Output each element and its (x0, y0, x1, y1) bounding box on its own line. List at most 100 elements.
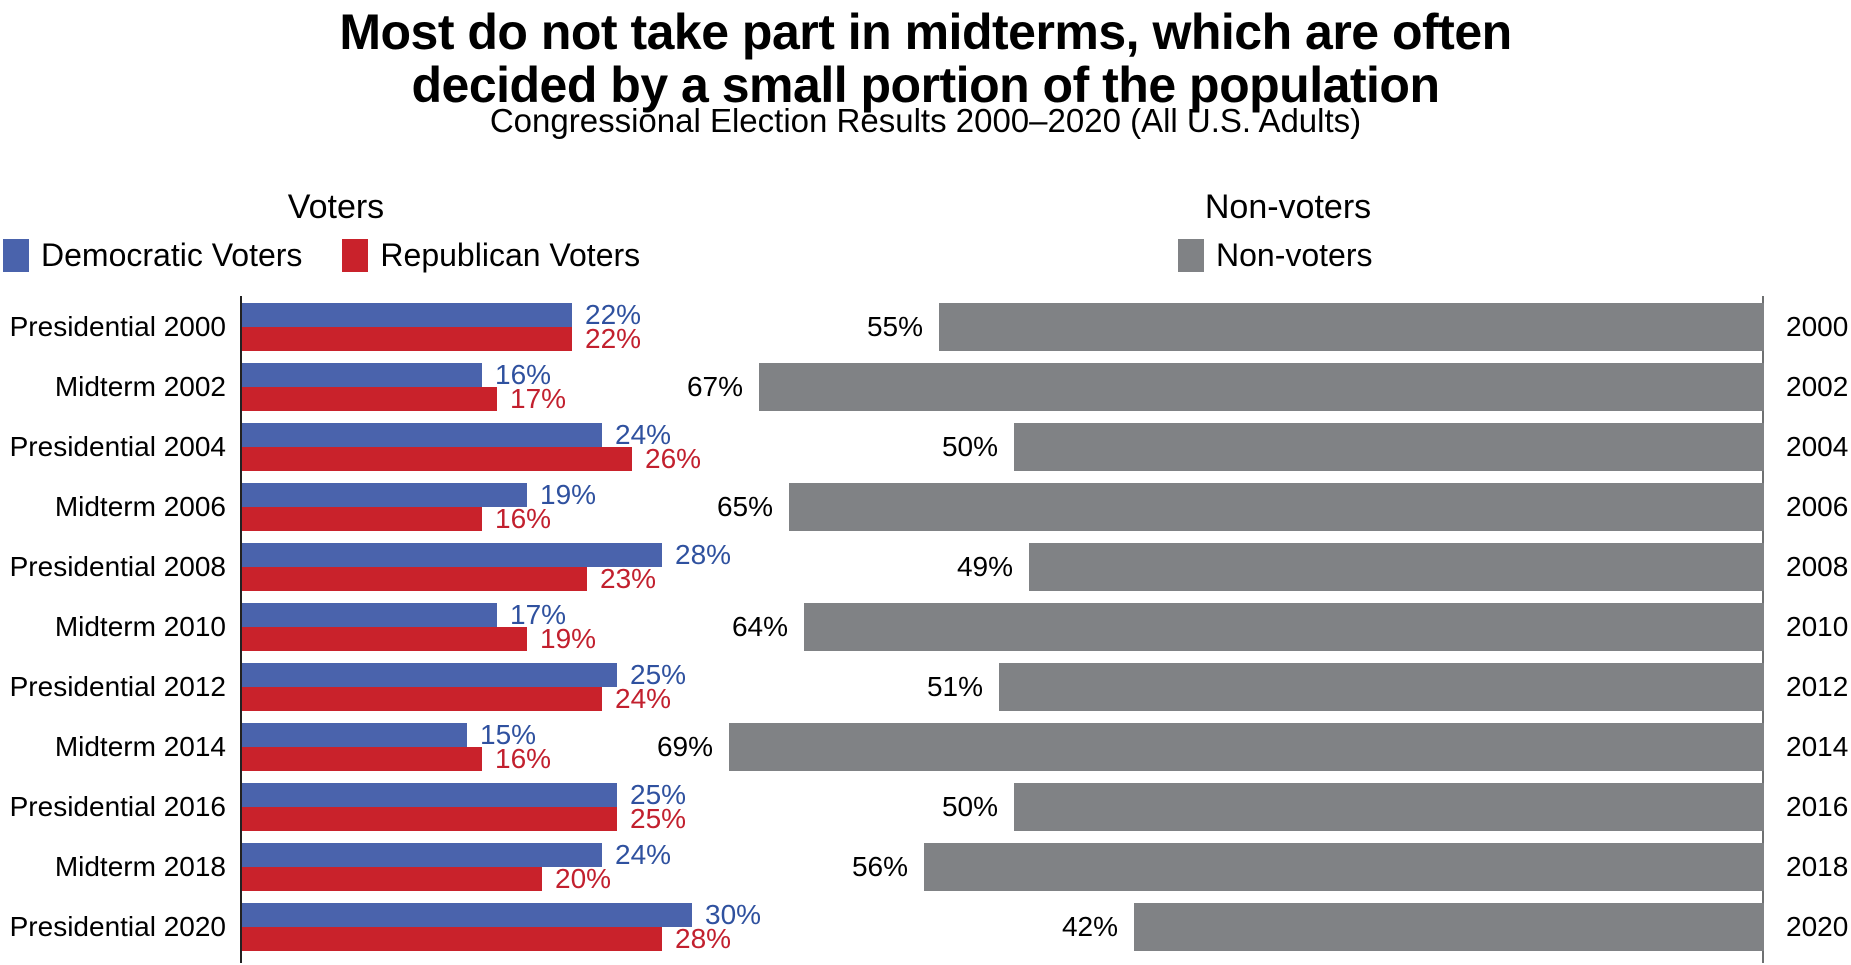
nonvoter-bar (804, 603, 1764, 651)
nonvoter-value: 56% (851, 851, 908, 882)
nonvoters-legend: Non-voters (1178, 237, 1373, 274)
chart-row-2002: Midterm 2002 16% 17% 67% 2002 (0, 359, 1851, 423)
nonvoter-bar-group: 50% (942, 423, 1764, 471)
democratic-bar (242, 603, 497, 627)
nonvoters-section-header: Non-voters (1204, 188, 1372, 226)
democratic-bar (242, 363, 482, 387)
nonvoter-bar (1014, 423, 1764, 471)
nonvoter-value: 50% (941, 791, 998, 822)
chart-row-2010: Midterm 2010 17% 19% 64% 2010 (0, 599, 1851, 663)
nonvoter-bar (729, 723, 1764, 771)
nonvoter-value: 65% (716, 491, 773, 522)
nonvoter-bar-group: 64% (732, 603, 1764, 651)
republican-bar (242, 507, 482, 531)
voter-bars: 30% 28% (242, 899, 761, 954)
year-label: 2016 (1786, 791, 1849, 822)
chart-row-2020: Presidential 2020 30% 28% 42% 2020 (0, 899, 1851, 963)
nonvoter-bar (1014, 783, 1764, 831)
voter-bars: 24% 20% (242, 839, 671, 894)
republican-value: 28% (675, 923, 732, 954)
nonvoter-swatch-icon (1178, 239, 1204, 272)
year-label: 2002 (1786, 371, 1849, 402)
chart-row-2014: Midterm 2014 15% 16% 69% 2014 (0, 719, 1851, 783)
year-label: 2020 (1786, 911, 1849, 942)
category-label: Midterm 2006 (54, 491, 226, 522)
voter-bars: 25% 24% (242, 659, 686, 714)
year-label: 2018 (1786, 851, 1849, 882)
category-label: Presidential 2008 (9, 551, 226, 582)
democratic-value: 15% (480, 719, 537, 750)
year-label: 2010 (1786, 611, 1849, 642)
category-label: Midterm 2002 (54, 371, 226, 402)
category-label: Midterm 2014 (54, 731, 226, 762)
nonvoter-bar (1029, 543, 1764, 591)
year-label: 2008 (1786, 551, 1849, 582)
nonvoter-bar-group: 50% (942, 783, 1764, 831)
republican-bar (242, 927, 662, 951)
democratic-bar (242, 723, 467, 747)
republican-bar (242, 327, 572, 351)
republican-bar (242, 387, 497, 411)
democratic-value: 19% (540, 479, 597, 510)
republican-bar (242, 807, 617, 831)
republican-bar (242, 627, 527, 651)
nonvoter-bar-group: 55% (867, 303, 1764, 351)
voter-bars: 22% 22% (242, 299, 641, 354)
nonvoter-bar (759, 363, 1764, 411)
nonvoter-bar (1134, 903, 1764, 951)
republican-value: 16% (495, 743, 552, 774)
voter-bars: 25% 25% (242, 779, 686, 834)
democratic-bar (242, 783, 617, 807)
year-label: 2014 (1786, 731, 1849, 762)
voter-bars: 19% 16% (242, 479, 596, 534)
republican-value: 16% (495, 503, 552, 534)
chart-rows: Presidential 2000 22% 22% 55% 2000 Midte… (0, 299, 1851, 963)
republican-bar (242, 567, 587, 591)
chart-subtitle: Congressional Election Results 2000–2020… (489, 102, 1362, 139)
nonvoter-value: 51% (926, 671, 983, 702)
democratic-value: 25% (630, 779, 687, 810)
voter-bars: 15% 16% (242, 719, 551, 774)
nonvoter-bar-group: 65% (717, 483, 1764, 531)
republican-bar (242, 447, 632, 471)
democratic-value: 25% (630, 659, 687, 690)
republican-bar (242, 747, 482, 771)
republican-value: 23% (600, 563, 657, 594)
democratic-value: 22% (585, 299, 642, 330)
nonvoter-value: 69% (656, 731, 713, 762)
nonvoter-bar-group: 51% (927, 663, 1764, 711)
democratic-bar (242, 903, 692, 927)
nonvoter-bar-group: 56% (852, 843, 1764, 891)
category-label: Midterm 2018 (54, 851, 226, 882)
democratic-swatch-icon (3, 239, 29, 272)
chart-row-2004: Presidential 2004 24% 26% 50% 2004 (0, 419, 1851, 483)
democratic-value: 24% (615, 839, 672, 870)
nonvoter-value: 49% (956, 551, 1013, 582)
voters-legend: Democratic Voters Republican Voters (3, 237, 640, 274)
voters-section-header: Voters (287, 188, 385, 226)
democratic-bar (242, 663, 617, 687)
republican-value: 26% (645, 443, 702, 474)
voters-axis-line (240, 296, 242, 963)
chart-row-2016: Presidential 2016 25% 25% 50% 2016 (0, 779, 1851, 843)
chart-title: Most do not take part in midterms, which… (339, 4, 1512, 113)
nonvoter-bar-group: 67% (687, 363, 1764, 411)
category-label: Midterm 2010 (54, 611, 226, 642)
republican-value: 24% (615, 683, 672, 714)
democratic-bar (242, 543, 662, 567)
voter-bars: 16% 17% (242, 359, 566, 414)
nonvoter-value: 67% (686, 371, 743, 402)
republican-swatch-icon (342, 239, 369, 272)
category-label: Presidential 2016 (9, 791, 226, 822)
nonvoter-bar (939, 303, 1764, 351)
democratic-bar (242, 303, 572, 327)
republican-bar (242, 867, 542, 891)
chart-row-2006: Midterm 2006 19% 16% 65% 2006 (0, 479, 1851, 543)
chart-row-2012: Presidential 2012 25% 24% 51% 2012 (0, 659, 1851, 723)
nonvoter-bar (924, 843, 1764, 891)
republican-bar (242, 687, 602, 711)
republican-value: 17% (510, 383, 567, 414)
democratic-value: 24% (615, 419, 672, 450)
nonvoter-bar-group: 42% (1062, 903, 1764, 951)
